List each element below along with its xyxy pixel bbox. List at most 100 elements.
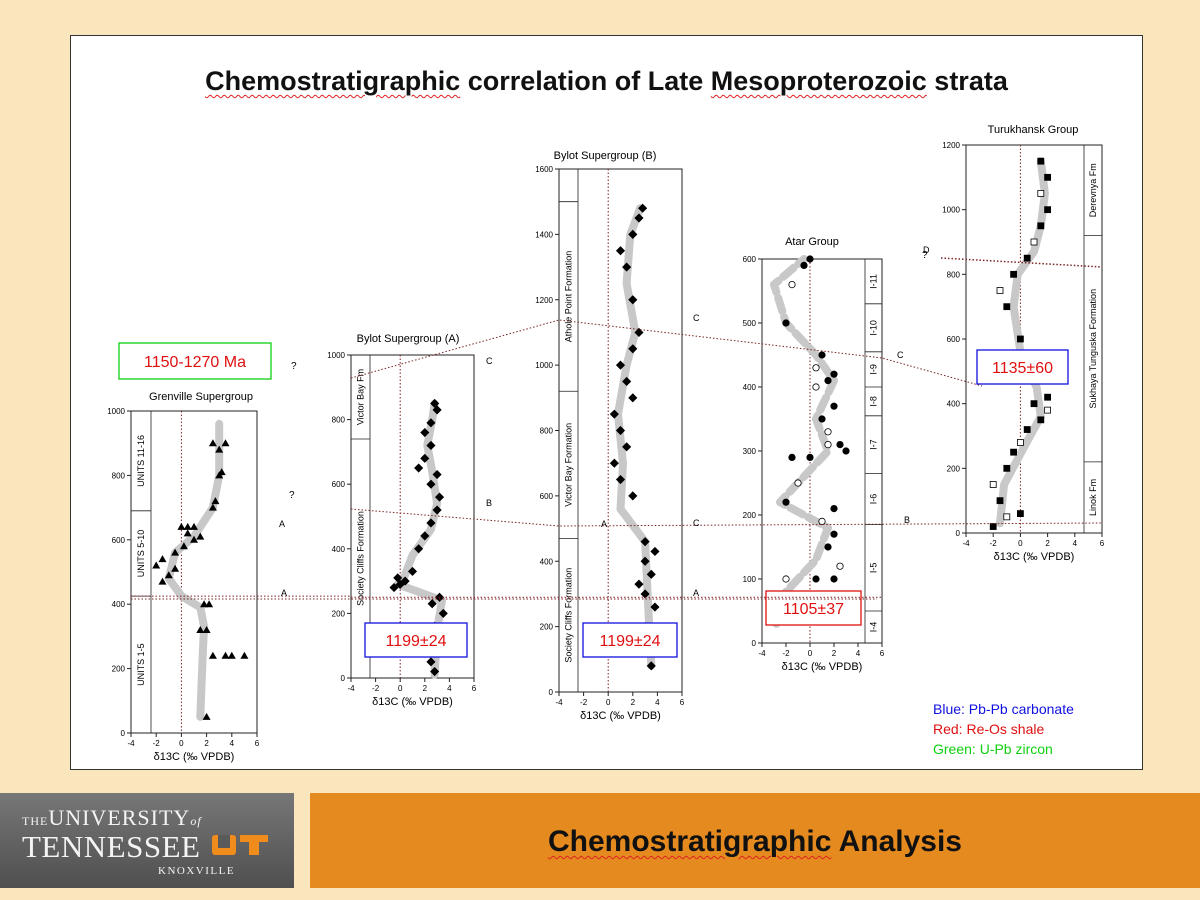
data-point	[190, 522, 198, 530]
y-tick-label: 200	[332, 609, 346, 618]
data-point	[393, 573, 403, 583]
data-point	[426, 518, 436, 528]
unit-label: I-5	[869, 563, 879, 574]
correlation-label: A	[693, 588, 699, 598]
unit-label: UNITS 1-5	[136, 643, 146, 686]
data-point	[208, 651, 217, 659]
data-point	[996, 497, 1004, 505]
y-tick-label: 400	[743, 383, 757, 392]
trend-line	[996, 157, 1049, 528]
data-point	[1003, 464, 1011, 472]
data-point	[434, 492, 445, 502]
correlation-label: A	[279, 519, 285, 529]
y-tick-label: 1000	[535, 361, 553, 370]
y-tick-label: 300	[743, 447, 757, 456]
data-point	[615, 246, 626, 256]
data-point	[215, 445, 224, 453]
chart-title: Turukhansk Group	[988, 124, 1079, 136]
data-point	[1044, 206, 1051, 214]
data-point	[183, 522, 192, 530]
data-point	[640, 589, 650, 599]
y-tick-label: 600	[540, 492, 554, 501]
y-tick-label: 0	[549, 688, 554, 697]
data-point	[432, 505, 442, 515]
age-box	[364, 622, 468, 658]
title-middle: correlation of Late	[460, 66, 711, 96]
title-word-chemostratigraphic: Chemostratigraphic	[205, 66, 461, 96]
unit-label: Victor Bay Formation	[564, 423, 574, 507]
logo-knoxville: KNOXVILLE	[158, 865, 236, 877]
y-tick-label: 200	[112, 665, 126, 674]
x-tick-label: -4	[347, 684, 355, 693]
data-point	[794, 479, 802, 487]
y-tick-label: 600	[112, 536, 126, 545]
plot-frame	[130, 410, 258, 734]
y-tick-label: 600	[332, 480, 346, 489]
data-point	[202, 625, 211, 633]
data-point	[208, 503, 217, 511]
data-point	[812, 575, 820, 583]
unit-label: I-4	[869, 622, 879, 633]
data-point	[818, 351, 826, 359]
data-point	[426, 479, 436, 489]
data-point	[426, 440, 436, 451]
data-point	[426, 418, 436, 428]
footer-title-a: Chemostratigraphic	[547, 825, 832, 858]
ut-logo-icon	[212, 835, 268, 855]
y-tick-label: 800	[540, 427, 554, 436]
unit-label: UNITS 11-16	[136, 435, 146, 487]
data-point	[177, 522, 186, 530]
data-point	[420, 427, 430, 438]
age-box	[118, 342, 272, 380]
data-point	[196, 532, 205, 540]
chart-title: Bylot Supergroup (A)	[357, 333, 460, 345]
y-tick-label: 400	[947, 400, 961, 409]
data-point	[640, 556, 650, 566]
y-tick-label: 600	[947, 335, 961, 344]
x-tick-label: 6	[1100, 539, 1105, 548]
data-point	[152, 561, 161, 569]
correlation-line	[940, 257, 1103, 268]
unit-label: Derevnya Fm	[1088, 163, 1098, 217]
correlation-line	[350, 319, 983, 387]
data-point	[426, 657, 436, 667]
data-point	[171, 548, 180, 556]
unit-label: I-9	[869, 364, 879, 375]
data-point	[824, 376, 832, 385]
trend-line	[770, 255, 838, 628]
data-point	[646, 569, 656, 579]
age-box-label: 1135±60	[992, 360, 1053, 377]
data-point	[628, 344, 638, 354]
data-point	[430, 666, 440, 677]
data-point	[824, 543, 832, 551]
plot-frame	[965, 144, 1103, 534]
x-tick-label: 0	[1018, 539, 1023, 548]
data-point	[171, 564, 180, 572]
data-point	[158, 555, 167, 563]
data-point	[211, 497, 220, 505]
chemostratigraphy-chart: Grenville Supergroup UNITS 1-5 UNITS 5-10 U…	[107, 124, 1105, 763]
y-tick-label: 1000	[942, 206, 960, 215]
x-tick-label: 2	[1045, 539, 1050, 548]
data-point	[609, 458, 619, 468]
correlation-label: A	[281, 588, 287, 598]
data-point	[622, 262, 632, 272]
data-point	[407, 566, 418, 576]
data-point	[432, 405, 442, 415]
data-point	[640, 537, 650, 547]
data-point	[650, 546, 660, 557]
data-point	[221, 651, 230, 659]
data-point	[788, 453, 796, 461]
age-box-label: 1199±24	[600, 633, 661, 650]
age-box	[582, 622, 678, 658]
chart-title: Grenville Supergroup	[149, 391, 253, 403]
unit-label: Society Cliffs Formation	[564, 568, 574, 663]
data-point	[806, 453, 814, 461]
data-point	[1030, 400, 1038, 408]
data-point	[836, 440, 844, 449]
data-point	[989, 523, 997, 530]
figure-panel: Chemostratigraphic correlation of Late M…	[70, 35, 1143, 770]
data-point	[782, 498, 790, 506]
x-tick-label: -2	[372, 684, 380, 693]
data-point	[1023, 254, 1031, 262]
